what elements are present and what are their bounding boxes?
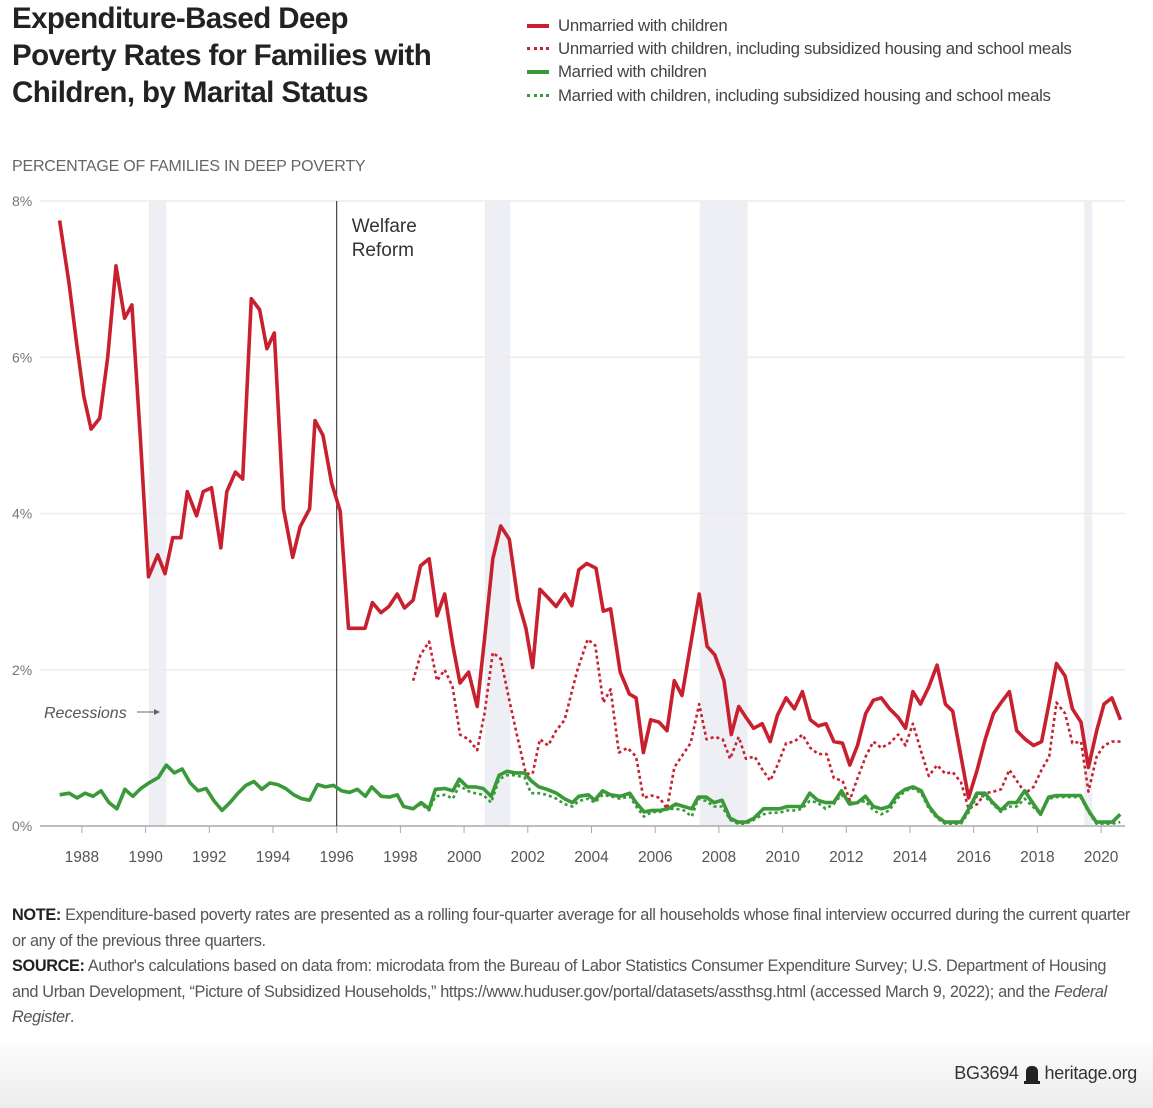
site-link[interactable]: heritage.org <box>1044 1063 1138 1083</box>
y-tick-label: 0% <box>12 818 32 834</box>
legend-label: Unmarried with children, including subsi… <box>558 38 1072 58</box>
x-tick-label: 2004 <box>574 849 609 866</box>
report-code: BG3694 <box>954 1063 1019 1083</box>
legend-item-married: Married with children <box>527 61 1072 84</box>
note: NOTE: Expenditure-based poverty rates ar… <box>12 903 1132 954</box>
y-tick-label: 8% <box>12 193 32 209</box>
source-label: SOURCE: <box>12 957 85 975</box>
welfare-reform-label: Reform <box>352 240 414 261</box>
legend-label: Married with children <box>558 62 707 82</box>
series-line-unmarried <box>57 220 1123 800</box>
x-tick-label: 1998 <box>383 849 417 866</box>
x-tick-label: 2006 <box>638 849 672 866</box>
source-italic: Federal Register <box>12 982 1107 1027</box>
x-tick-label: 1988 <box>65 849 99 866</box>
note-text: Expenditure-based poverty rates are pres… <box>12 906 1130 950</box>
chart-legend: Unmarried with children Unmarried with c… <box>527 14 1072 107</box>
footer-background <box>0 1035 1153 1108</box>
liberty-bell-icon <box>1023 1065 1040 1084</box>
legend-item-unmarried-subsidized: Unmarried with children, including subsi… <box>527 37 1072 60</box>
legend-item-unmarried: Unmarried with children <box>527 14 1072 37</box>
legend-item-married-subsidized: Married with children, including subsidi… <box>527 84 1072 107</box>
y-axis-title: PERCENTAGE OF FAMILIES IN DEEP POVERTY <box>12 158 366 175</box>
legend-swatch-solid-red <box>527 23 549 28</box>
chart-title: Expenditure-Based Deep Poverty Rates for… <box>12 0 432 111</box>
title-line: Expenditure-Based Deep <box>12 2 349 35</box>
x-tick-label: 2016 <box>956 849 990 866</box>
x-tick-label: 2010 <box>765 849 800 866</box>
x-tick-label: 2002 <box>511 849 545 866</box>
x-tick-label: 1994 <box>256 849 291 866</box>
source: SOURCE: Author's calculations based on d… <box>12 954 1132 1031</box>
footer: BG3694 heritage.org <box>954 1063 1137 1084</box>
legend-label: Unmarried with children <box>558 15 728 35</box>
x-tick-label: 2018 <box>1020 849 1054 866</box>
x-tick-label: 2014 <box>893 849 928 866</box>
legend-swatch-dotted-green <box>527 94 549 98</box>
x-tick-label: 1992 <box>192 849 226 866</box>
recessions-label: Recessions <box>44 705 127 722</box>
x-tick-label: 2012 <box>829 849 863 866</box>
legend-swatch-dotted-red <box>527 47 549 51</box>
title-line: Children, by Marital Status <box>12 76 369 109</box>
series-line-married <box>59 763 1122 824</box>
source-end: . <box>69 1008 75 1026</box>
notes: NOTE: Expenditure-based poverty rates ar… <box>12 903 1132 1031</box>
line-chart: 0% 2% 4% 6% 8% 1988 1990 1992 1994 1996 1998 2000 20… <box>12 193 1125 866</box>
y-tick-label: 2% <box>12 662 32 678</box>
x-tick-label: 2008 <box>702 849 736 866</box>
x-tick-label: 1990 <box>128 849 163 866</box>
source-text: Author's calculations based on data from… <box>12 957 1107 1001</box>
note-label: NOTE: <box>12 906 61 924</box>
title-line: Poverty Rates for Families with <box>12 39 432 72</box>
x-tick-label: 2020 <box>1084 849 1119 866</box>
series-line-married-subsidized <box>412 773 1121 825</box>
legend-swatch-solid-green <box>527 70 549 75</box>
legend-label: Married with children, including subsidi… <box>558 85 1051 105</box>
recessions-arrowhead-icon <box>154 709 160 715</box>
y-tick-label: 6% <box>12 349 32 365</box>
welfare-reform-label: Welfare <box>352 216 417 237</box>
y-tick-label: 4% <box>12 506 32 522</box>
x-tick-label: 1996 <box>319 849 353 866</box>
x-tick-label: 2000 <box>447 849 482 866</box>
